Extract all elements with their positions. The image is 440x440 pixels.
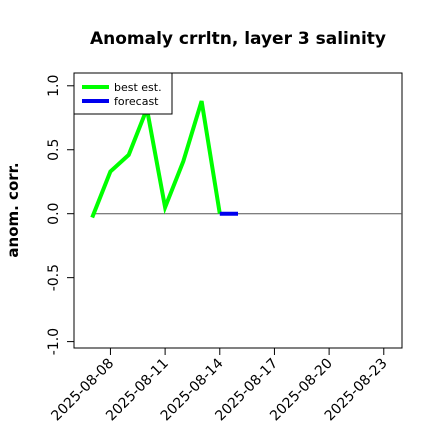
y-tick-label: 0.5 <box>46 139 62 161</box>
y-tick-label: 1.0 <box>46 75 62 97</box>
legend-label: forecast <box>114 95 159 108</box>
y-axis: -1.0 -0.5 0.0 0.5 1.0 <box>46 75 74 355</box>
legend-label: best est. <box>114 81 162 94</box>
plot-area <box>90 100 402 219</box>
chart-title: Anomaly crrltn, layer 3 salinity <box>90 29 386 49</box>
y-tick-label: -0.5 <box>46 264 62 291</box>
series-line <box>90 100 222 219</box>
legend: best est.forecast <box>73 72 173 115</box>
y-tick-label: -1.0 <box>46 328 62 355</box>
legend-box <box>73 72 173 115</box>
x-axis: 2025-08-082025-08-112025-08-142025-08-17… <box>48 348 391 424</box>
plot-frame <box>73 72 403 349</box>
y-axis-label: anom. corr. <box>4 162 22 257</box>
y-tick-label: 0.0 <box>46 203 62 225</box>
